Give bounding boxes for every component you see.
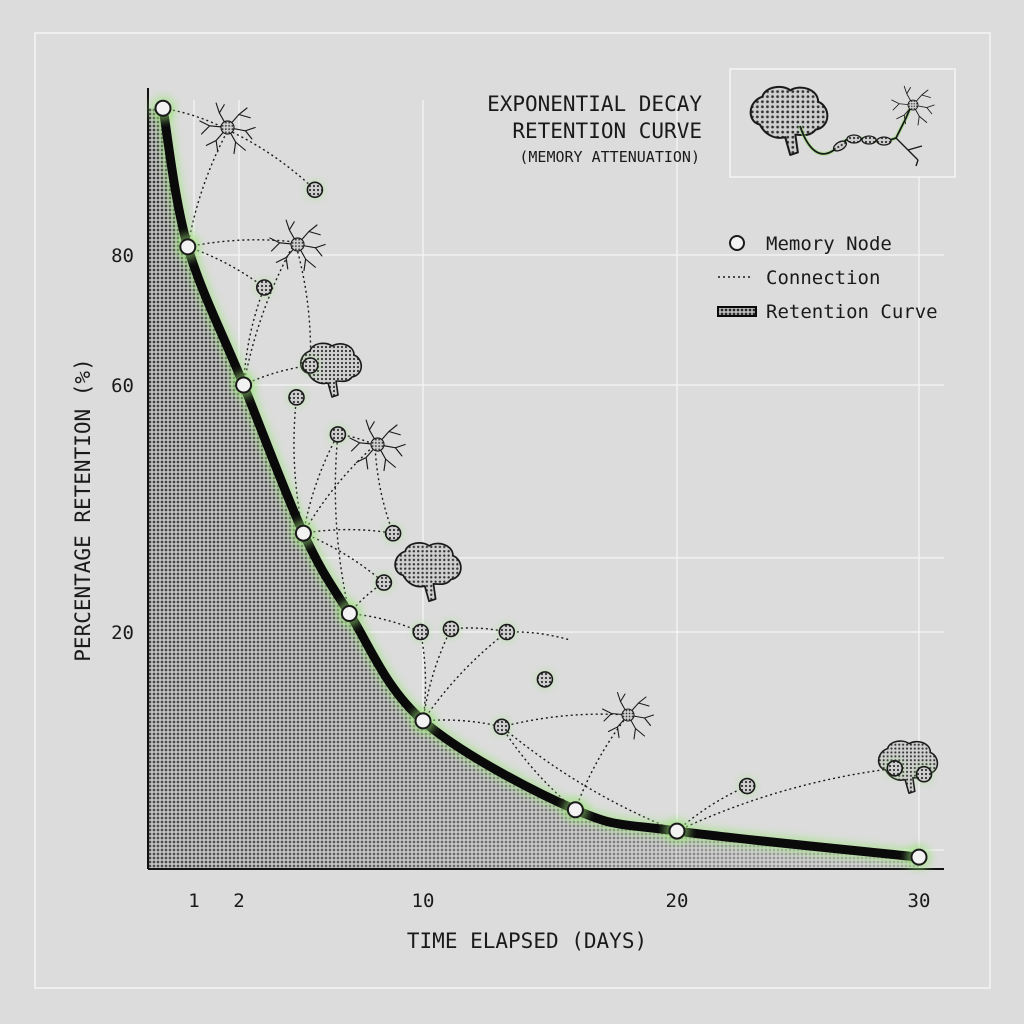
connection-line [242,287,265,386]
neuron-icon [601,691,655,740]
auxiliary-nodes [254,179,934,797]
aux-node [384,524,402,542]
y-axis-label: PERCENTAGE RETENTION (%) [71,358,95,661]
memory-node [414,712,432,730]
legend-label-connection: Connection [766,267,880,289]
x-tick-label: 1 [188,890,199,912]
y-tick-label: 60 [111,375,134,397]
title-line-2: RETENTION CURVE [512,119,702,143]
connection-line [302,444,376,534]
x-tick-labels: 1 2 10 20 30 [188,890,930,912]
legend-label-retention-curve: Retention Curve [766,301,938,323]
memory-node [235,376,253,394]
memory-node [668,822,686,840]
legend-label-memory-node: Memory Node [766,233,892,255]
aux-node [375,574,393,591]
connection-line [574,714,629,810]
aux-node [412,623,430,641]
y-tick-label: 80 [111,245,134,267]
legend-node-swatch [729,235,745,251]
legend-curve-swatch [717,306,757,317]
memory-node [294,524,312,542]
x-tick-label: 2 [233,890,244,912]
aux-node [493,718,511,736]
subtitle: (MEMORY ATTENUATION) [519,148,700,166]
title-line-1: EXPONENTIAL DECAY [487,92,702,116]
aux-node [915,765,933,783]
memory-node [179,238,197,256]
connection-line [187,129,229,247]
connection-line [302,434,339,534]
connection-line [303,528,394,534]
brain-icon [394,542,462,603]
memory-node [566,801,584,819]
x-tick-label: 10 [412,890,435,912]
connection-line [227,129,316,191]
aux-node [886,759,904,777]
memory-nodes [150,95,932,871]
connection-line [422,628,452,721]
memory-node [154,99,172,117]
brain-to-neuron-icon [729,68,956,178]
connection-line [294,241,312,366]
aux-node [536,671,554,688]
x-axis-label: TIME ELAPSED (DAYS) [407,929,647,953]
neuron-icon [199,102,256,155]
aux-node [329,426,347,443]
connection-line [676,767,895,832]
aux-node [738,777,756,795]
aux-node [288,389,305,406]
chart-frame [34,32,991,989]
connection-line [242,241,296,386]
chart-title: EXPONENTIAL DECAY RETENTION CURVE (MEMOR… [487,92,702,166]
legend: Memory Node Connection Retention Curve [717,233,938,323]
aux-node [442,620,460,638]
x-tick-label: 30 [908,890,931,912]
memory-node [340,604,358,622]
neuron-icon [349,419,406,472]
aux-node [306,181,324,199]
connection-line [374,444,394,534]
neuron-icon [269,219,326,272]
connection-line [422,631,508,722]
aux-node [498,623,516,641]
y-tick-labels: 20 60 80 [111,245,134,644]
y-tick-label: 20 [111,622,134,644]
memory-node [910,848,928,866]
x-tick-label: 20 [666,890,689,912]
aux-node [301,357,319,374]
retention-area-fill [148,108,919,870]
aux-node [255,279,273,296]
